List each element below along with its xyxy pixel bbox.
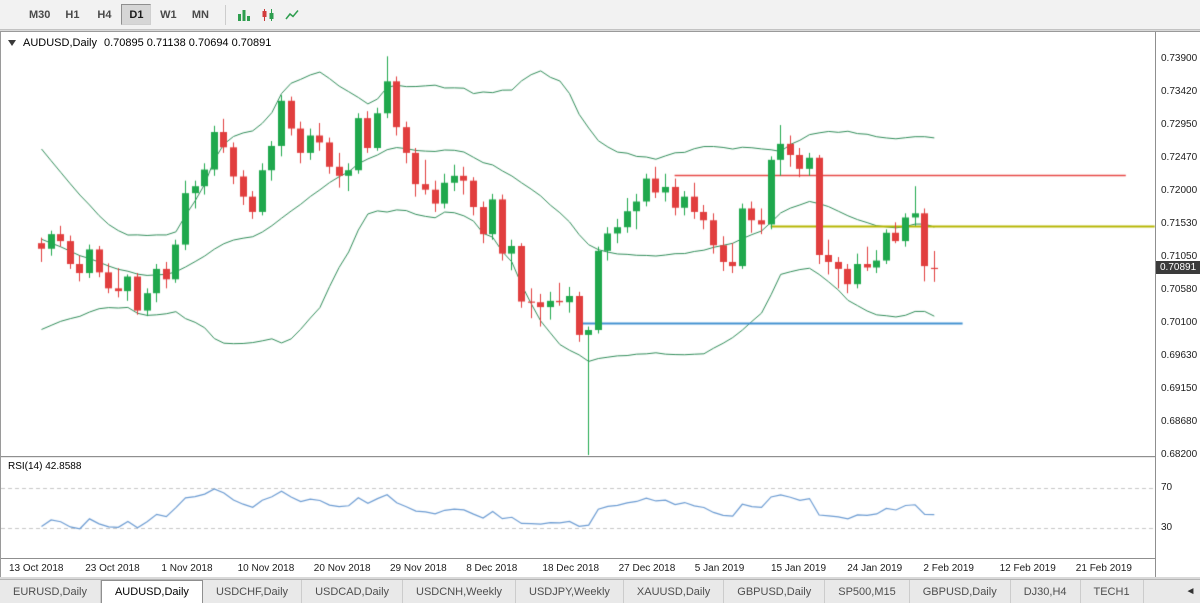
timeframe-button-m30[interactable]: M30 <box>29 8 51 21</box>
price-axis-label: 0.70100 <box>1161 317 1198 329</box>
price-axis-label: 0.73900 <box>1161 53 1198 65</box>
rsi-indicator-label: RSI(14) 42.8588 <box>8 461 82 472</box>
date-axis-label: 12 Feb 2019 <box>999 563 1056 574</box>
chart-tab-dj30-h4[interactable]: DJ30,H4 <box>1011 580 1081 603</box>
chart-ohlc-values: 0.70895 0.71138 0.70694 0.70891 <box>103 37 272 49</box>
date-axis-label: 13 Oct 2018 <box>9 563 64 574</box>
chart-tab-bar: EURUSD,Daily AUDUSD,Daily USDCHF,Daily USDC… <box>0 579 1200 603</box>
timeframe-button-d1[interactable]: D1 <box>121 4 152 25</box>
date-axis-label: 23 Oct 2018 <box>85 563 140 574</box>
price-axis-label: 0.69150 <box>1161 383 1198 395</box>
bar-chart-icon[interactable] <box>236 7 252 23</box>
timeframe-button-group: M30 H1 H4 D1 W1 MN <box>24 4 215 25</box>
price-axis-label: 0.73420 <box>1161 86 1198 98</box>
date-axis-label: 10 Nov 2018 <box>237 563 295 574</box>
pane-splitter[interactable] <box>1 456 1155 458</box>
price-axis-label: 0.72000 <box>1161 185 1198 197</box>
current-price-badge: 0.70891 <box>1156 261 1200 275</box>
timeframe-toolbar: M30 H1 H4 D1 W1 MN <box>0 0 1200 30</box>
price-axis[interactable]: 0.70891 0.73900 0.73420 0.72950 0.72470 0.72… <box>1155 32 1200 577</box>
date-axis-label: 18 Dec 2018 <box>542 563 600 574</box>
chart-type-icon-group <box>236 7 300 23</box>
chart-window: AUDUSD,Daily 0.70895 0.71138 0.70694 0.7… <box>0 31 1200 577</box>
rsi-level-label: 70 <box>1161 482 1173 493</box>
price-chart-canvas[interactable] <box>1 32 1155 456</box>
date-axis-label: 5 Jan 2019 <box>694 563 745 574</box>
price-axis-label: 0.71050 <box>1161 251 1198 263</box>
date-axis-label: 1 Nov 2018 <box>161 563 213 574</box>
chart-tab-usdjpy-weekly[interactable]: USDJPY,Weekly <box>516 580 624 603</box>
chart-tab-gbpusd-daily[interactable]: GBPUSD,Daily <box>724 580 826 603</box>
date-axis-label: 20 Nov 2018 <box>313 563 371 574</box>
rsi-level-label: 30 <box>1161 522 1173 533</box>
price-axis-label: 0.69630 <box>1161 349 1198 361</box>
chart-tab-tech1[interactable]: TECH1 <box>1081 580 1144 603</box>
price-axis-label: 0.70580 <box>1161 283 1198 295</box>
price-axis-label: 0.71530 <box>1161 217 1198 229</box>
one-click-trading-arrow-icon[interactable] <box>8 40 16 46</box>
rsi-indicator-canvas[interactable] <box>1 458 1155 558</box>
chart-tab-usdchf-daily[interactable]: USDCHF,Daily <box>203 580 303 603</box>
date-axis-label: 15 Jan 2019 <box>771 563 827 574</box>
date-axis[interactable]: 13 Oct 2018 23 Oct 2018 1 Nov 2018 10 Nov 2… <box>1 558 1155 577</box>
date-axis-label: 24 Jan 2019 <box>847 563 903 574</box>
chart-tab-eurusd-daily[interactable]: EURUSD,Daily <box>0 580 101 603</box>
chart-tab-usdcnh-weekly[interactable]: USDCNH,Weekly <box>403 580 517 603</box>
chart-symbol-label: AUDUSD,Daily <box>23 37 97 49</box>
price-axis-label: 0.68680 <box>1161 415 1198 427</box>
date-axis-label: 21 Feb 2019 <box>1075 563 1132 574</box>
date-axis-label: 27 Dec 2018 <box>618 563 676 574</box>
chart-tab-usdcad-daily[interactable]: USDCAD,Daily <box>302 580 404 603</box>
chart-tab-xauusd-daily[interactable]: XAUUSD,Daily <box>624 580 725 603</box>
timeframe-button-h4[interactable]: H4 <box>97 8 112 21</box>
price-axis-label: 0.68200 <box>1161 449 1198 461</box>
chart-tab-gbpusd-daily[interactable]: GBPUSD,Daily <box>910 580 1011 603</box>
candlestick-icon[interactable] <box>260 7 276 23</box>
timeframe-button-w1[interactable]: W1 <box>160 8 177 21</box>
timeframe-button-h1[interactable]: H1 <box>65 8 80 21</box>
date-axis-label: 8 Dec 2018 <box>466 563 518 574</box>
toolbar-separator <box>225 4 227 25</box>
line-chart-icon[interactable] <box>284 7 300 23</box>
chart-tab-audusd-daily[interactable]: AUDUSD,Daily <box>100 580 203 603</box>
timeframe-button-mn[interactable]: MN <box>191 8 209 21</box>
tab-scroll-left-icon[interactable]: ◄ <box>1185 585 1196 597</box>
date-axis-label: 2 Feb 2019 <box>923 563 974 574</box>
chart-tab-sp500-m15[interactable]: SP500,M15 <box>825 580 910 603</box>
date-axis-label: 29 Nov 2018 <box>390 563 447 574</box>
price-axis-label: 0.72470 <box>1161 152 1198 164</box>
price-axis-label: 0.72950 <box>1161 119 1198 131</box>
chart-header: AUDUSD,Daily 0.70895 0.71138 0.70694 0.7… <box>8 37 271 49</box>
